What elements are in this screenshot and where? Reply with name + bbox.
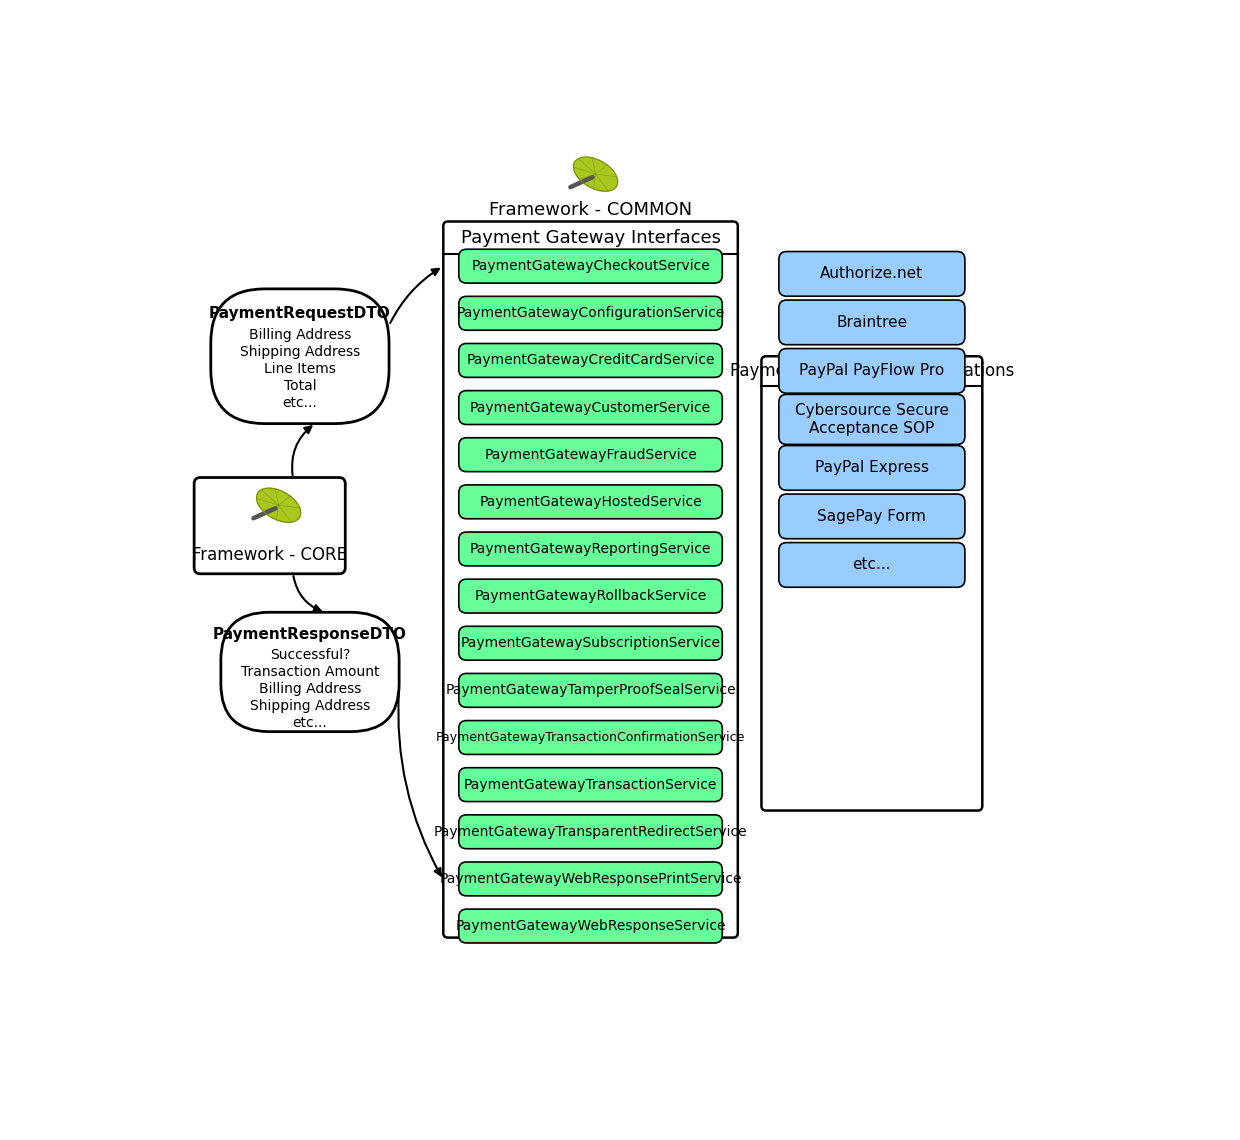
FancyBboxPatch shape	[221, 612, 399, 732]
Text: PaymentRequestDTO: PaymentRequestDTO	[210, 307, 391, 321]
Text: Cybersource Secure
Acceptance SOP: Cybersource Secure Acceptance SOP	[795, 404, 949, 435]
Text: Total: Total	[284, 380, 316, 393]
Text: PaymentGatewayConfigurationService: PaymentGatewayConfigurationService	[456, 307, 724, 320]
Text: PaymentGatewayCheckoutService: PaymentGatewayCheckoutService	[471, 259, 711, 274]
FancyBboxPatch shape	[779, 394, 965, 445]
FancyBboxPatch shape	[459, 438, 722, 472]
FancyBboxPatch shape	[779, 543, 965, 587]
Text: Payment Gateway Interfaces: Payment Gateway Interfaces	[460, 229, 720, 246]
Polygon shape	[257, 488, 301, 522]
FancyBboxPatch shape	[779, 446, 965, 490]
FancyBboxPatch shape	[459, 391, 722, 424]
FancyBboxPatch shape	[761, 356, 982, 811]
Text: etc...: etc...	[853, 557, 892, 572]
Text: etc...: etc...	[283, 397, 317, 410]
Text: Authorize.net: Authorize.net	[821, 267, 924, 282]
FancyBboxPatch shape	[459, 250, 722, 283]
Text: Line Items: Line Items	[264, 363, 336, 376]
Text: PayPal PayFlow Pro: PayPal PayFlow Pro	[800, 364, 945, 378]
Text: Framework - CORE: Framework - CORE	[192, 546, 347, 564]
FancyBboxPatch shape	[459, 343, 722, 377]
Text: PaymentGatewayWebResponseService: PaymentGatewayWebResponseService	[455, 919, 725, 933]
FancyBboxPatch shape	[459, 909, 722, 943]
FancyBboxPatch shape	[444, 221, 738, 937]
Text: etc...: etc...	[293, 716, 327, 730]
Text: SagePay Form: SagePay Form	[817, 508, 926, 524]
FancyBboxPatch shape	[779, 300, 965, 344]
Polygon shape	[573, 157, 618, 192]
Text: PaymentGatewayTransactionConfirmationService: PaymentGatewayTransactionConfirmationSer…	[436, 731, 745, 744]
FancyBboxPatch shape	[195, 478, 345, 573]
Text: PaymentGatewayRollbackService: PaymentGatewayRollbackService	[475, 589, 707, 603]
Text: PaymentGatewayWebResponsePrintService: PaymentGatewayWebResponsePrintService	[439, 872, 742, 886]
FancyBboxPatch shape	[459, 626, 722, 660]
Text: Billing Address: Billing Address	[259, 682, 361, 695]
Text: PaymentGatewayTransactionService: PaymentGatewayTransactionService	[464, 777, 717, 791]
Text: PaymentGatewayHostedService: PaymentGatewayHostedService	[479, 495, 702, 508]
FancyBboxPatch shape	[211, 288, 389, 424]
FancyBboxPatch shape	[459, 815, 722, 848]
FancyBboxPatch shape	[459, 484, 722, 519]
Text: Shipping Address: Shipping Address	[239, 345, 360, 359]
Text: PaymentGatewayCustomerService: PaymentGatewayCustomerService	[470, 400, 711, 415]
FancyBboxPatch shape	[459, 862, 722, 896]
FancyBboxPatch shape	[459, 532, 722, 565]
Text: PaymentGatewaySubscriptionService: PaymentGatewaySubscriptionService	[460, 636, 720, 650]
FancyBboxPatch shape	[779, 494, 965, 539]
FancyBboxPatch shape	[459, 579, 722, 613]
Text: Billing Address: Billing Address	[249, 328, 351, 342]
Text: Successful?: Successful?	[270, 648, 350, 662]
FancyBboxPatch shape	[459, 767, 722, 801]
Text: Framework - COMMON: Framework - COMMON	[489, 201, 692, 219]
Text: Transaction Amount: Transaction Amount	[241, 665, 379, 679]
Text: PayPal Express: PayPal Express	[815, 461, 929, 475]
Text: Braintree: Braintree	[836, 315, 908, 329]
FancyBboxPatch shape	[459, 296, 722, 331]
Text: PaymentGatewayTransparentRedirectService: PaymentGatewayTransparentRedirectService	[434, 824, 748, 839]
FancyBboxPatch shape	[779, 349, 965, 393]
Text: Payment Module Implementations: Payment Module Implementations	[729, 361, 1014, 380]
Text: PaymentGatewayReportingService: PaymentGatewayReportingService	[470, 542, 712, 556]
Text: PaymentResponseDTO: PaymentResponseDTO	[213, 627, 407, 643]
Text: PaymentGatewayCreditCardService: PaymentGatewayCreditCardService	[466, 353, 714, 367]
FancyBboxPatch shape	[459, 674, 722, 707]
FancyBboxPatch shape	[779, 252, 965, 296]
Text: PaymentGatewayFraudService: PaymentGatewayFraudService	[484, 448, 697, 462]
Text: PaymentGatewayTamperProofSealService: PaymentGatewayTamperProofSealService	[445, 683, 735, 698]
Text: Shipping Address: Shipping Address	[250, 699, 370, 712]
FancyBboxPatch shape	[459, 720, 722, 755]
